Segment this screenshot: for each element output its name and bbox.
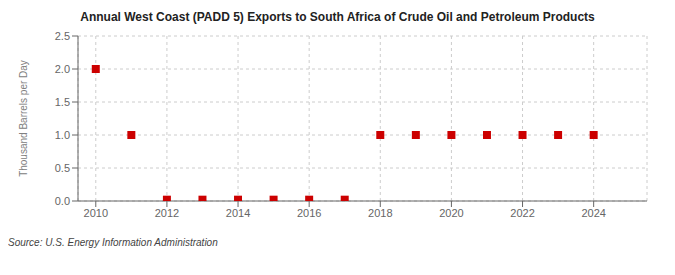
svg-text:0.0: 0.0	[55, 195, 70, 207]
svg-text:2016: 2016	[297, 207, 321, 219]
svg-text:2012: 2012	[155, 207, 179, 219]
svg-text:2020: 2020	[439, 207, 463, 219]
svg-text:1.0: 1.0	[55, 129, 70, 141]
svg-text:2.0: 2.0	[55, 63, 70, 75]
svg-text:1.5: 1.5	[55, 96, 70, 108]
svg-text:0.5: 0.5	[55, 162, 70, 174]
svg-text:2010: 2010	[84, 207, 108, 219]
svg-text:2.5: 2.5	[55, 30, 70, 42]
svg-text:2022: 2022	[510, 207, 534, 219]
html-text:Source: U.S. Energy Informatio: Source: U.S. Energy Information Administ…	[8, 237, 218, 248]
svg-text:2018: 2018	[368, 207, 392, 219]
svg-text:2014: 2014	[226, 207, 250, 219]
svg-text:Thousand Barrels per Day: Thousand Barrels per Day	[18, 60, 29, 177]
svg-text:2024: 2024	[581, 207, 605, 219]
html-text:Annual West Coast (PADD 5) Exp: Annual West Coast (PADD 5) Exports to So…	[80, 10, 595, 24]
